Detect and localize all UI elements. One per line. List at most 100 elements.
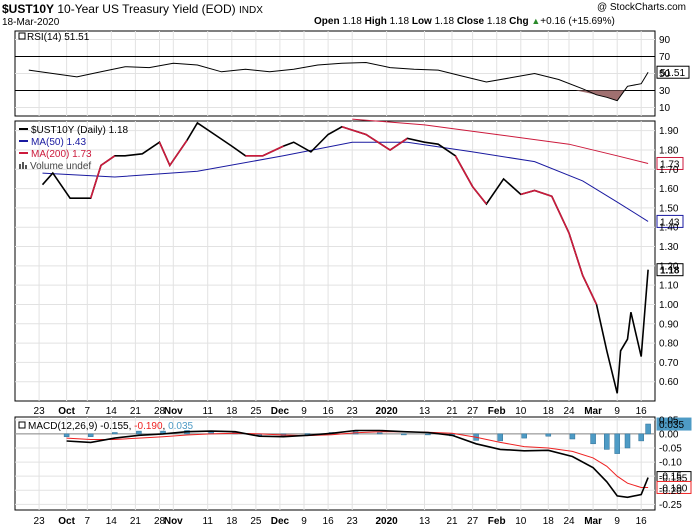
rsi-legend: RSI(14) 51.51 [18,32,90,43]
x-tick-label-bottom: 9 [614,516,620,527]
x-tick-label: 27 [467,406,479,417]
x-tick-label: 16 [323,406,335,417]
watermark: @ StockCharts.com [596,2,686,13]
rsi-y-tick-label: 10 [659,103,671,114]
symbol: $UST10Y [2,2,55,16]
ma200-line [352,118,649,164]
price-y-tick-label: 0.70 [659,358,679,369]
volume-legend-label: Volume undef [30,161,91,172]
x-tick-label: 21 [446,406,458,417]
macd-histogram-bar [604,433,610,450]
x-tick-label: 7 [85,406,91,417]
price-down-segment [520,189,598,305]
price-y-tick-label: 1.80 [659,145,679,156]
price-y-tick-label: 1.40 [659,223,679,234]
macd-histogram-bar [545,433,552,437]
price-down-segment [158,139,188,168]
price-y-tick-label: 1.10 [659,281,679,292]
macd-histogram-bar [645,423,651,435]
x-tick-label: 13 [419,406,431,417]
rsi-y-tick-label: 70 [659,52,671,63]
rsi-last-value-label: 51.51 [660,68,685,79]
macd-histogram-bar [63,433,70,437]
x-tick-label-bottom: 21 [130,516,142,527]
macd-histogram-bar [614,433,620,454]
high-label: High [364,16,387,27]
ma50-line [42,141,649,222]
macd-y-tick-label: 0.05 [659,415,679,426]
x-tick-label-bottom: 21 [446,516,458,527]
chart-header: $UST10Y 10-Year US Treasury Yield (EOD) … [2,2,263,16]
ma50-legend-swatch [19,140,28,142]
x-tick-label-bottom: 24 [563,516,575,527]
chart-date: 18-Mar-2020 [2,17,60,28]
close-label: Close [456,16,485,27]
x-tick-label-bottom: 7 [85,516,91,527]
open-label: Open [314,16,340,27]
price-legend-swatch [19,128,28,130]
x-tick-label: Nov [164,406,183,417]
price-layer: 1.73 1.43 1.18 [41,118,684,394]
price-y-tick-label: 0.90 [659,319,679,330]
close-value: 1.18 [486,16,507,27]
macd-legend-label: MACD(12,26,9) -0.155, -0.190, 0.035 [28,421,194,432]
x-tick-label-bottom: 2020 [375,516,398,527]
price-y-tick-label: 0.60 [659,377,679,388]
x-tick-label-bottom: Nov [164,516,183,527]
price-panel-frame [14,120,656,402]
rsi-layer: 51.51 [15,56,690,102]
grid-lines [15,31,655,510]
x-tick-label-bottom: 18 [226,516,238,527]
price-y-tick-label: 1.00 [659,300,679,311]
x-tick-label: 25 [250,406,262,417]
rsi-y-tick-label: 30 [659,86,671,97]
macd-histogram-bar [112,432,118,435]
macd-y-tick-label: -0.25 [659,500,682,511]
macd-y-tick-label: -0.10 [659,458,682,469]
macd-histogram-bar [376,432,383,435]
macd-histogram-bar [569,433,576,440]
chg-label: Chg [509,16,529,27]
x-tick-label-bottom: Oct [58,516,75,527]
x-tick-label-bottom: 27 [467,516,479,527]
x-tick-label: 16 [636,406,648,417]
x-tick-label: 9 [614,406,620,417]
ma200-legend-swatch [19,152,28,154]
rsi-y-tick-label: 90 [659,35,671,46]
x-tick-label-bottom: 9 [301,516,307,527]
price-legend: $UST10Y (Daily) 1.18 MA(50) 1.43 MA(200)… [19,125,129,172]
price-down-segment [245,145,284,157]
x-tick-label: 23 [34,406,46,417]
x-tick-label: 23 [347,406,359,417]
macd-line [66,429,649,499]
x-tick-label-bottom: Feb [488,516,506,527]
x-tick-label-bottom: 10 [515,516,527,527]
macd-histogram-bar [521,433,527,439]
macd-y-tick-label: 0.00 [659,429,679,440]
macd-histogram-bar [624,433,631,449]
x-tick-label-bottom: 14 [106,516,118,527]
price-down-segment [454,155,488,205]
macd-histogram-bar [638,433,644,442]
price-last-value-label: 1.73 [660,159,680,170]
x-tick-label: Dec [271,406,290,417]
x-tick-label: 18 [226,406,238,417]
volume-legend-icon [19,162,27,169]
x-tick-label: 2020 [375,406,398,417]
macd-legend: MACD(12,26,9) -0.155, -0.190, 0.035 [18,421,194,432]
macd-signal-line [66,431,649,488]
signal-value: -0.190 [134,421,163,432]
x-tick-label-bottom: 16 [323,516,335,527]
x-tick-label-bottom: Mar [584,516,602,527]
price-y-tick-label: 1.90 [659,126,679,137]
axis-labels: 2323OctOct77141421212828NovNov1111181825… [34,35,683,527]
x-tick-label-bottom: 23 [34,516,46,527]
x-tick-label: Oct [58,406,75,417]
x-tick-label: 10 [515,406,527,417]
macd-last-value-box [656,480,692,494]
x-tick-label: 11 [203,406,214,417]
rsi-legend-label: RSI(14) 51.51 [27,32,90,43]
macd-y-tick-label: -0.20 [659,486,682,497]
